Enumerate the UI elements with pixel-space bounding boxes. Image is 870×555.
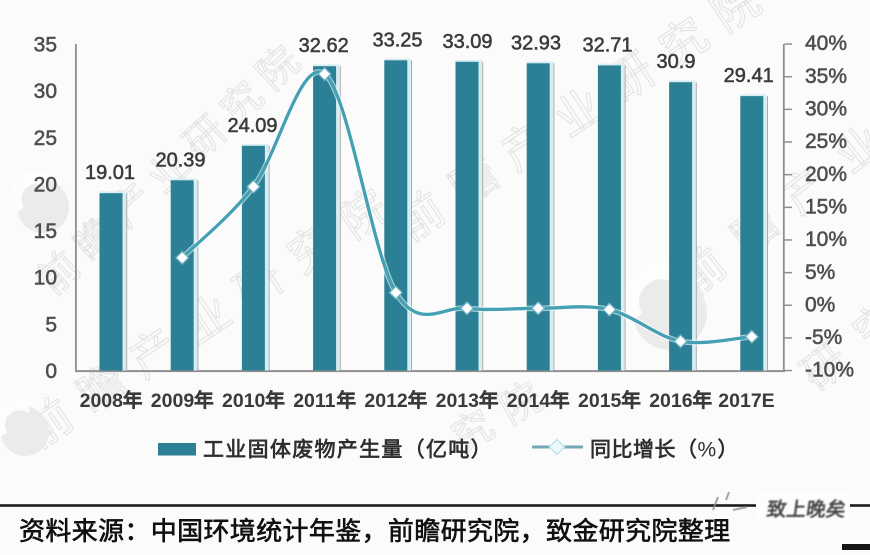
svg-text:-5%: -5% bbox=[805, 326, 842, 349]
svg-text:33.25: 33.25 bbox=[372, 29, 422, 51]
svg-text:29.41: 29.41 bbox=[724, 65, 774, 87]
svg-text:0: 0 bbox=[45, 360, 57, 383]
svg-text:33.09: 33.09 bbox=[442, 31, 492, 53]
svg-text:2017E: 2017E bbox=[718, 390, 774, 412]
svg-text:30: 30 bbox=[34, 80, 57, 103]
svg-text:2011: 2011 bbox=[293, 390, 335, 412]
svg-text:2013: 2013 bbox=[436, 390, 480, 412]
svg-text:24.09: 24.09 bbox=[227, 115, 277, 137]
svg-text:35%: 35% bbox=[805, 65, 847, 88]
svg-text:20.39: 20.39 bbox=[155, 149, 205, 171]
svg-text:20%: 20% bbox=[805, 163, 847, 186]
svg-text:15: 15 bbox=[34, 220, 57, 243]
svg-text:2016: 2016 bbox=[649, 390, 693, 412]
svg-text:40%: 40% bbox=[805, 32, 847, 55]
svg-text:35: 35 bbox=[34, 34, 57, 57]
svg-text:25%: 25% bbox=[805, 130, 847, 153]
svg-text:-10%: -10% bbox=[805, 359, 854, 382]
svg-text:5: 5 bbox=[45, 313, 57, 336]
svg-text:5%: 5% bbox=[805, 261, 835, 284]
svg-text:2009: 2009 bbox=[151, 390, 195, 412]
svg-text:2010: 2010 bbox=[222, 390, 266, 412]
svg-text:32.93: 32.93 bbox=[511, 32, 561, 54]
svg-text:30.9: 30.9 bbox=[657, 51, 696, 73]
svg-text:15%: 15% bbox=[805, 195, 847, 218]
svg-text:10%: 10% bbox=[805, 228, 847, 251]
svg-text:%: % bbox=[697, 439, 716, 462]
svg-text:2014: 2014 bbox=[507, 390, 551, 412]
svg-text:2012: 2012 bbox=[364, 390, 408, 412]
svg-text:25: 25 bbox=[34, 127, 57, 150]
svg-text:32.71: 32.71 bbox=[582, 34, 632, 56]
svg-text:20: 20 bbox=[34, 173, 57, 196]
svg-text:10: 10 bbox=[34, 267, 57, 290]
svg-text:2015: 2015 bbox=[578, 390, 622, 412]
svg-text:32.62: 32.62 bbox=[299, 35, 349, 57]
svg-text:0%: 0% bbox=[805, 293, 835, 316]
svg-text:2008: 2008 bbox=[80, 390, 124, 412]
svg-text:19.01: 19.01 bbox=[85, 162, 135, 184]
svg-text:30%: 30% bbox=[805, 98, 847, 121]
